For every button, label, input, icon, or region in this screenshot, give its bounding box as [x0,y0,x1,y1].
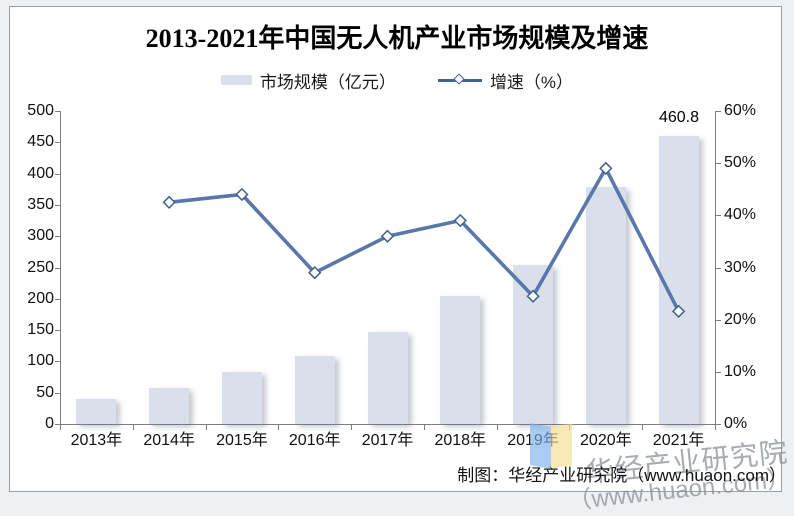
y-tick-label-left: 300 [27,227,54,245]
y-tick-label-left: 100 [27,352,54,370]
x-tick [132,425,134,430]
bar-2015年 [221,372,262,424]
y-tick-left [55,204,60,206]
y-tick-label-right: 0% [724,415,748,432]
growth-marker [453,213,467,228]
bar-2013年 [76,398,117,424]
x-tick [351,425,353,430]
x-tick [715,425,716,430]
chart-title: 2013-2021年中国无人机产业市场规模及增速 [145,24,649,53]
legend-item-market-size: 市场规模（亿元） [220,68,396,93]
bar-2019年 [513,264,554,424]
y-tick-left [55,267,60,269]
y-tick-label-left: 200 [27,289,54,307]
y-tick-left [55,330,60,332]
legend-line-label: 增速（%） [489,72,574,92]
x-tick [642,425,644,430]
footer-credit: 制图：华经产业研究院（www.huaon.com） [457,466,786,485]
y-tick-label-right: 20% [724,310,757,328]
bar-2018年 [440,296,481,424]
x-tick [496,425,498,430]
y-tick-left [55,142,60,144]
growth-marker [308,266,322,280]
y-axis-left [60,111,61,424]
y-tick-left [55,173,60,175]
x-tick-label: 2017年 [361,432,414,449]
y-tick-label-right: 50% [724,154,757,172]
y-tick-label-left: 500 [27,102,54,119]
bar-2021年 [658,135,699,424]
y-tick-label-left: 0 [45,415,54,432]
growth-marker [162,195,176,209]
y-tick-right [716,267,721,269]
x-tick-label: 2021年 [652,432,705,449]
y-tick-label-left: 400 [27,164,54,182]
y-tick-left [55,236,60,238]
x-tick-label: 2018年 [434,432,487,449]
y-axis-right [715,111,716,424]
growth-marker [380,229,395,243]
bar-swatch-icon [220,75,252,85]
legend: 市场规模（亿元） 增速（%） [0,68,794,92]
bar-2014年 [149,387,190,424]
y-tick-label-right: 60% [724,102,757,119]
y-tick-left [55,111,60,112]
y-tick-left [55,392,60,394]
y-tick-right [716,111,721,112]
y-tick-right [716,215,721,217]
y-tick-right [716,319,721,321]
data-label-2021: 460.8 [658,109,700,126]
x-tick [423,425,425,430]
x-tick [205,425,207,430]
x-tick-label: 2020年 [580,432,632,449]
huaon-logo-icon [529,423,575,469]
bar-2016年 [294,356,335,424]
x-tick-label: 2015年 [216,432,268,449]
chart-stage: 2013-2021年中国无人机产业市场规模及增速 市场规模（亿元） 增速（%） … [0,24,794,516]
y-tick-left [55,424,60,425]
x-tick-label: 2016年 [288,432,341,449]
y-tick-label-left: 150 [27,321,54,339]
bar-2017年 [367,331,408,424]
y-tick-label-right: 10% [724,362,757,380]
y-tick-label-right: 30% [724,258,757,276]
legend-bar-label: 市场规模（亿元） [259,72,396,92]
y-tick-left [55,298,60,300]
x-tick [60,425,61,430]
y-tick-right [716,371,721,373]
line-diamond-swatch-icon [437,73,482,87]
x-tick-label: 2014年 [143,432,195,449]
legend-item-growth: 增速（%） [437,68,574,93]
y-tick-label-left: 250 [27,258,54,276]
logo-yellow-page [551,423,572,469]
x-axis [60,424,716,425]
logo-blue-page [530,423,551,469]
y-tick-label-right: 40% [724,206,757,224]
y-tick-label-left: 50 [36,383,54,401]
x-tick-label: 2013年 [70,432,123,449]
x-tick [278,425,280,430]
diamond-marker-icon [453,73,465,85]
y-tick-right [716,163,721,165]
y-tick-right [716,424,721,425]
bar-2020年 [585,186,626,424]
y-tick-label-left: 350 [27,195,54,213]
growth-marker [599,161,613,176]
y-tick-left [55,361,60,363]
y-tick-label-left: 450 [27,133,54,151]
growth-marker [235,187,249,202]
